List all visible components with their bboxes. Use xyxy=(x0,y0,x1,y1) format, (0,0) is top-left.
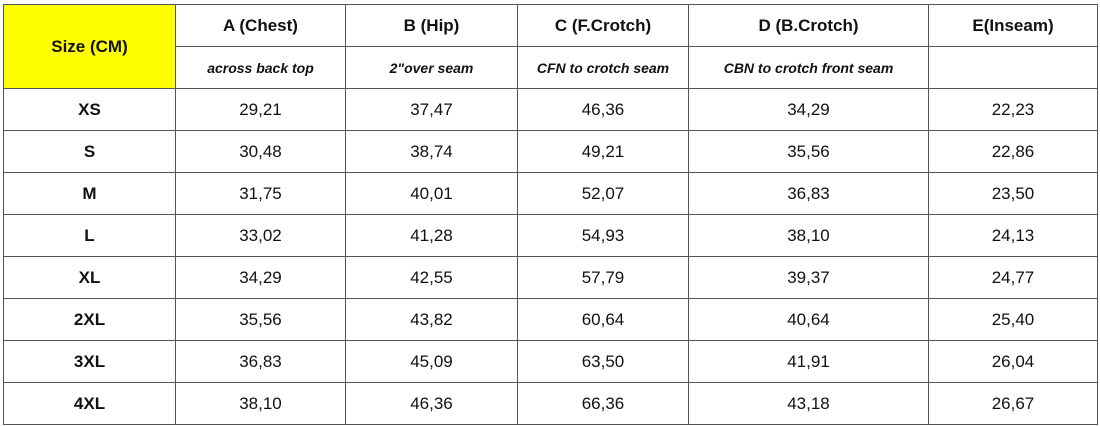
value-cell: 52,07 xyxy=(517,172,689,215)
value-cell: 54,93 xyxy=(517,214,689,257)
value-cell: 31,75 xyxy=(175,172,346,215)
value-cell: 40,01 xyxy=(345,172,518,215)
value-cell: 38,10 xyxy=(688,214,929,257)
column-title: A (Chest) xyxy=(175,4,346,47)
size-cell: 3XL xyxy=(3,340,176,383)
size-row: L 33,02 41,28 54,93 38,10 24,13 xyxy=(3,214,1098,257)
table-body: Size (CM) A (Chest) B (Hip) C (F.Crotch) D … xyxy=(3,4,1098,425)
value-cell: 57,79 xyxy=(517,256,689,299)
value-cell: 23,50 xyxy=(928,172,1098,215)
value-cell: 39,37 xyxy=(688,256,929,299)
column-note: CFN to crotch seam xyxy=(517,46,689,89)
value-cell: 43,82 xyxy=(345,298,518,341)
value-cell: 38,74 xyxy=(345,130,518,173)
value-cell: 60,64 xyxy=(517,298,689,341)
size-row: XS 29,21 37,47 46,36 34,29 22,23 xyxy=(3,88,1098,131)
size-table: Size (CM) A (Chest) B (Hip) C (F.Crotch) D … xyxy=(3,4,1098,425)
size-cell: L xyxy=(3,214,176,257)
size-row: XL 34,29 42,55 57,79 39,37 24,77 xyxy=(3,256,1098,299)
value-cell: 45,09 xyxy=(345,340,518,383)
size-cell: M xyxy=(3,172,176,215)
size-row: 3XL 36,83 45,09 63,50 41,91 26,04 xyxy=(3,340,1098,383)
value-cell: 29,21 xyxy=(175,88,346,131)
value-cell: 37,47 xyxy=(345,88,518,131)
size-cell: 2XL xyxy=(3,298,176,341)
column-note: CBN to crotch front seam xyxy=(688,46,929,89)
value-cell: 22,23 xyxy=(928,88,1098,131)
size-row: 4XL 38,10 46,36 66,36 43,18 26,67 xyxy=(3,382,1098,425)
value-cell: 36,83 xyxy=(688,172,929,215)
size-cell: 4XL xyxy=(3,382,176,425)
size-cell: S xyxy=(3,130,176,173)
size-row: S 30,48 38,74 49,21 35,56 22,86 xyxy=(3,130,1098,173)
value-cell: 46,36 xyxy=(517,88,689,131)
column-note: 2"over seam xyxy=(345,46,518,89)
size-cell: XL xyxy=(3,256,176,299)
value-cell: 35,56 xyxy=(688,130,929,173)
value-cell: 34,29 xyxy=(688,88,929,131)
value-cell: 36,83 xyxy=(175,340,346,383)
value-cell: 35,56 xyxy=(175,298,346,341)
value-cell: 41,91 xyxy=(688,340,929,383)
size-row: 2XL 35,56 43,82 60,64 40,64 25,40 xyxy=(3,298,1098,341)
value-cell: 40,64 xyxy=(688,298,929,341)
value-cell: 30,48 xyxy=(175,130,346,173)
column-title: C (F.Crotch) xyxy=(517,4,689,47)
value-cell: 33,02 xyxy=(175,214,346,257)
column-title: B (Hip) xyxy=(345,4,518,47)
value-cell: 38,10 xyxy=(175,382,346,425)
value-cell: 26,67 xyxy=(928,382,1098,425)
note-row: across back top 2"over seam CFN to crotch … xyxy=(4,46,1098,89)
value-cell: 41,28 xyxy=(345,214,518,257)
header-row: Size (CM) A (Chest) B (Hip) C (F.Crotch) D … xyxy=(3,4,1098,89)
value-cell: 63,50 xyxy=(517,340,689,383)
value-cell: 34,29 xyxy=(175,256,346,299)
value-cell: 66,36 xyxy=(517,382,689,425)
value-cell: 22,86 xyxy=(928,130,1098,173)
column-title: E(Inseam) xyxy=(928,4,1098,47)
size-row: M 31,75 40,01 52,07 36,83 23,50 xyxy=(3,172,1098,215)
corner-cell: Size (CM) xyxy=(3,4,176,89)
value-cell: 24,77 xyxy=(928,256,1098,299)
size-cell: XS xyxy=(3,88,176,131)
value-cell: 43,18 xyxy=(688,382,929,425)
value-cell: 24,13 xyxy=(928,214,1098,257)
value-cell: 26,04 xyxy=(928,340,1098,383)
column-note: across back top xyxy=(175,46,346,89)
column-title: D (B.Crotch) xyxy=(688,4,929,47)
column-note xyxy=(928,46,1098,89)
value-cell: 49,21 xyxy=(517,130,689,173)
value-cell: 25,40 xyxy=(928,298,1098,341)
value-cell: 42,55 xyxy=(345,256,518,299)
value-cell: 46,36 xyxy=(345,382,518,425)
